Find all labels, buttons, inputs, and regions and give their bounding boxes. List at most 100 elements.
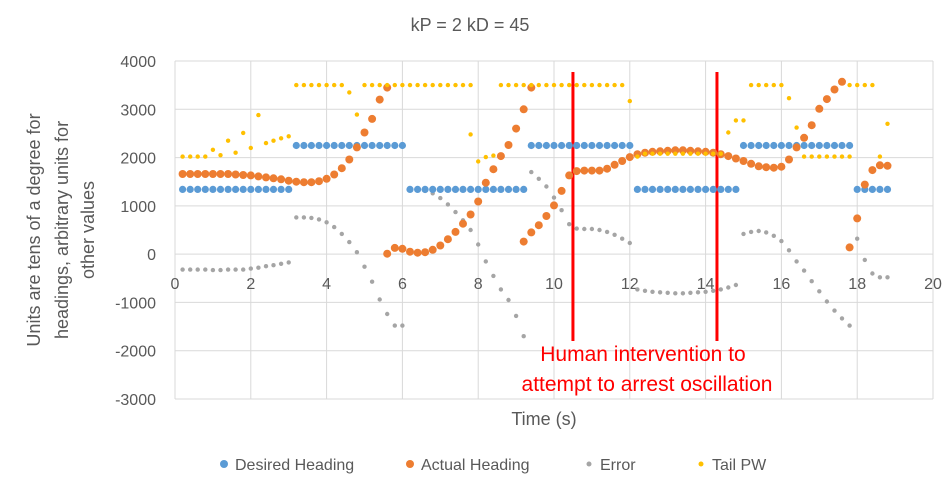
data-point — [195, 154, 200, 159]
data-point — [375, 95, 384, 104]
data-point — [254, 185, 262, 193]
data-point — [587, 166, 596, 175]
data-point — [885, 275, 890, 280]
data-point — [497, 185, 505, 193]
data-point — [286, 260, 291, 265]
data-point — [739, 141, 748, 150]
data-point — [877, 275, 883, 280]
data-point — [665, 151, 670, 156]
data-point — [496, 152, 505, 161]
y-axis-label-line: Units are tens of a degree for — [24, 113, 44, 346]
data-point — [339, 231, 344, 237]
data-point — [777, 162, 786, 171]
y-axis-label-line: other values — [78, 181, 98, 279]
data-point — [846, 141, 854, 150]
data-point — [360, 141, 369, 150]
data-point — [870, 82, 875, 88]
data-point — [711, 288, 716, 293]
tick-labels: 4000 3000 2000 1000 0 -1000 -2000 -3000 0 2 4 6 8 10 1… — [115, 54, 942, 409]
data-point — [247, 185, 255, 193]
data-point — [771, 233, 776, 238]
data-point — [466, 210, 475, 219]
data-point — [610, 160, 619, 169]
data-point — [300, 141, 308, 150]
data-point — [224, 185, 232, 193]
data-point — [286, 134, 291, 139]
data-point — [694, 185, 702, 193]
data-point — [733, 282, 739, 288]
data-point — [398, 141, 406, 150]
data-point — [883, 161, 892, 170]
data-point — [513, 313, 519, 319]
data-point — [385, 82, 390, 88]
data-point — [695, 290, 701, 295]
legend-label: Actual Heading — [421, 457, 530, 474]
data-point — [794, 259, 799, 264]
data-point — [565, 171, 574, 180]
y-tick-label: 1000 — [120, 199, 156, 216]
data-point — [178, 170, 187, 178]
data-point — [536, 176, 541, 181]
data-point — [193, 170, 202, 178]
data-point — [330, 170, 339, 179]
data-point — [482, 185, 490, 193]
data-point — [377, 82, 382, 88]
data-point — [595, 141, 604, 150]
data-point — [445, 82, 451, 88]
legend-item: Error — [586, 457, 636, 474]
data-point — [534, 221, 543, 230]
data-point — [210, 147, 216, 152]
y-axis-label: Units are tens of a degree for headings, … — [24, 113, 98, 346]
y-tick-label: -1000 — [115, 295, 156, 312]
data-point — [263, 140, 269, 146]
data-point — [345, 141, 353, 150]
data-point — [769, 163, 778, 172]
data-point — [741, 231, 746, 237]
data-point — [271, 263, 276, 268]
data-point — [648, 185, 657, 193]
data-point — [414, 185, 422, 193]
data-point — [665, 290, 670, 295]
data-point — [650, 151, 655, 156]
data-point — [679, 185, 687, 193]
data-point — [845, 243, 854, 252]
data-point — [550, 141, 558, 150]
data-point — [481, 178, 490, 187]
intervention-markers — [571, 72, 719, 341]
data-point — [294, 82, 299, 88]
data-point — [535, 141, 543, 150]
data-point — [558, 141, 566, 150]
data-point — [309, 82, 314, 88]
data-point — [678, 146, 687, 155]
x-tick-label: 6 — [398, 276, 407, 293]
data-point — [520, 185, 528, 193]
data-point — [428, 245, 437, 254]
data-point — [338, 141, 346, 150]
legend-item: Actual Heading — [406, 457, 530, 474]
data-point — [680, 151, 686, 156]
data-point — [657, 290, 663, 295]
data-point — [459, 185, 467, 193]
data-point — [262, 173, 270, 182]
data-point — [239, 185, 247, 193]
data-point — [476, 159, 481, 164]
data-point — [589, 226, 595, 232]
data-point — [262, 185, 270, 193]
legend-marker — [406, 460, 414, 468]
data-point — [718, 287, 723, 292]
data-point — [673, 291, 678, 296]
data-point — [754, 162, 763, 171]
data-point — [642, 288, 648, 293]
data-point — [642, 151, 648, 156]
data-point — [467, 185, 475, 193]
data-point — [779, 238, 784, 244]
data-point — [208, 170, 217, 178]
data-point — [853, 185, 861, 193]
data-point — [444, 185, 452, 193]
data-point — [294, 215, 299, 220]
data-point — [832, 154, 837, 159]
data-point — [400, 323, 405, 328]
data-point — [718, 151, 723, 156]
data-point — [301, 82, 307, 88]
data-point — [580, 166, 589, 175]
